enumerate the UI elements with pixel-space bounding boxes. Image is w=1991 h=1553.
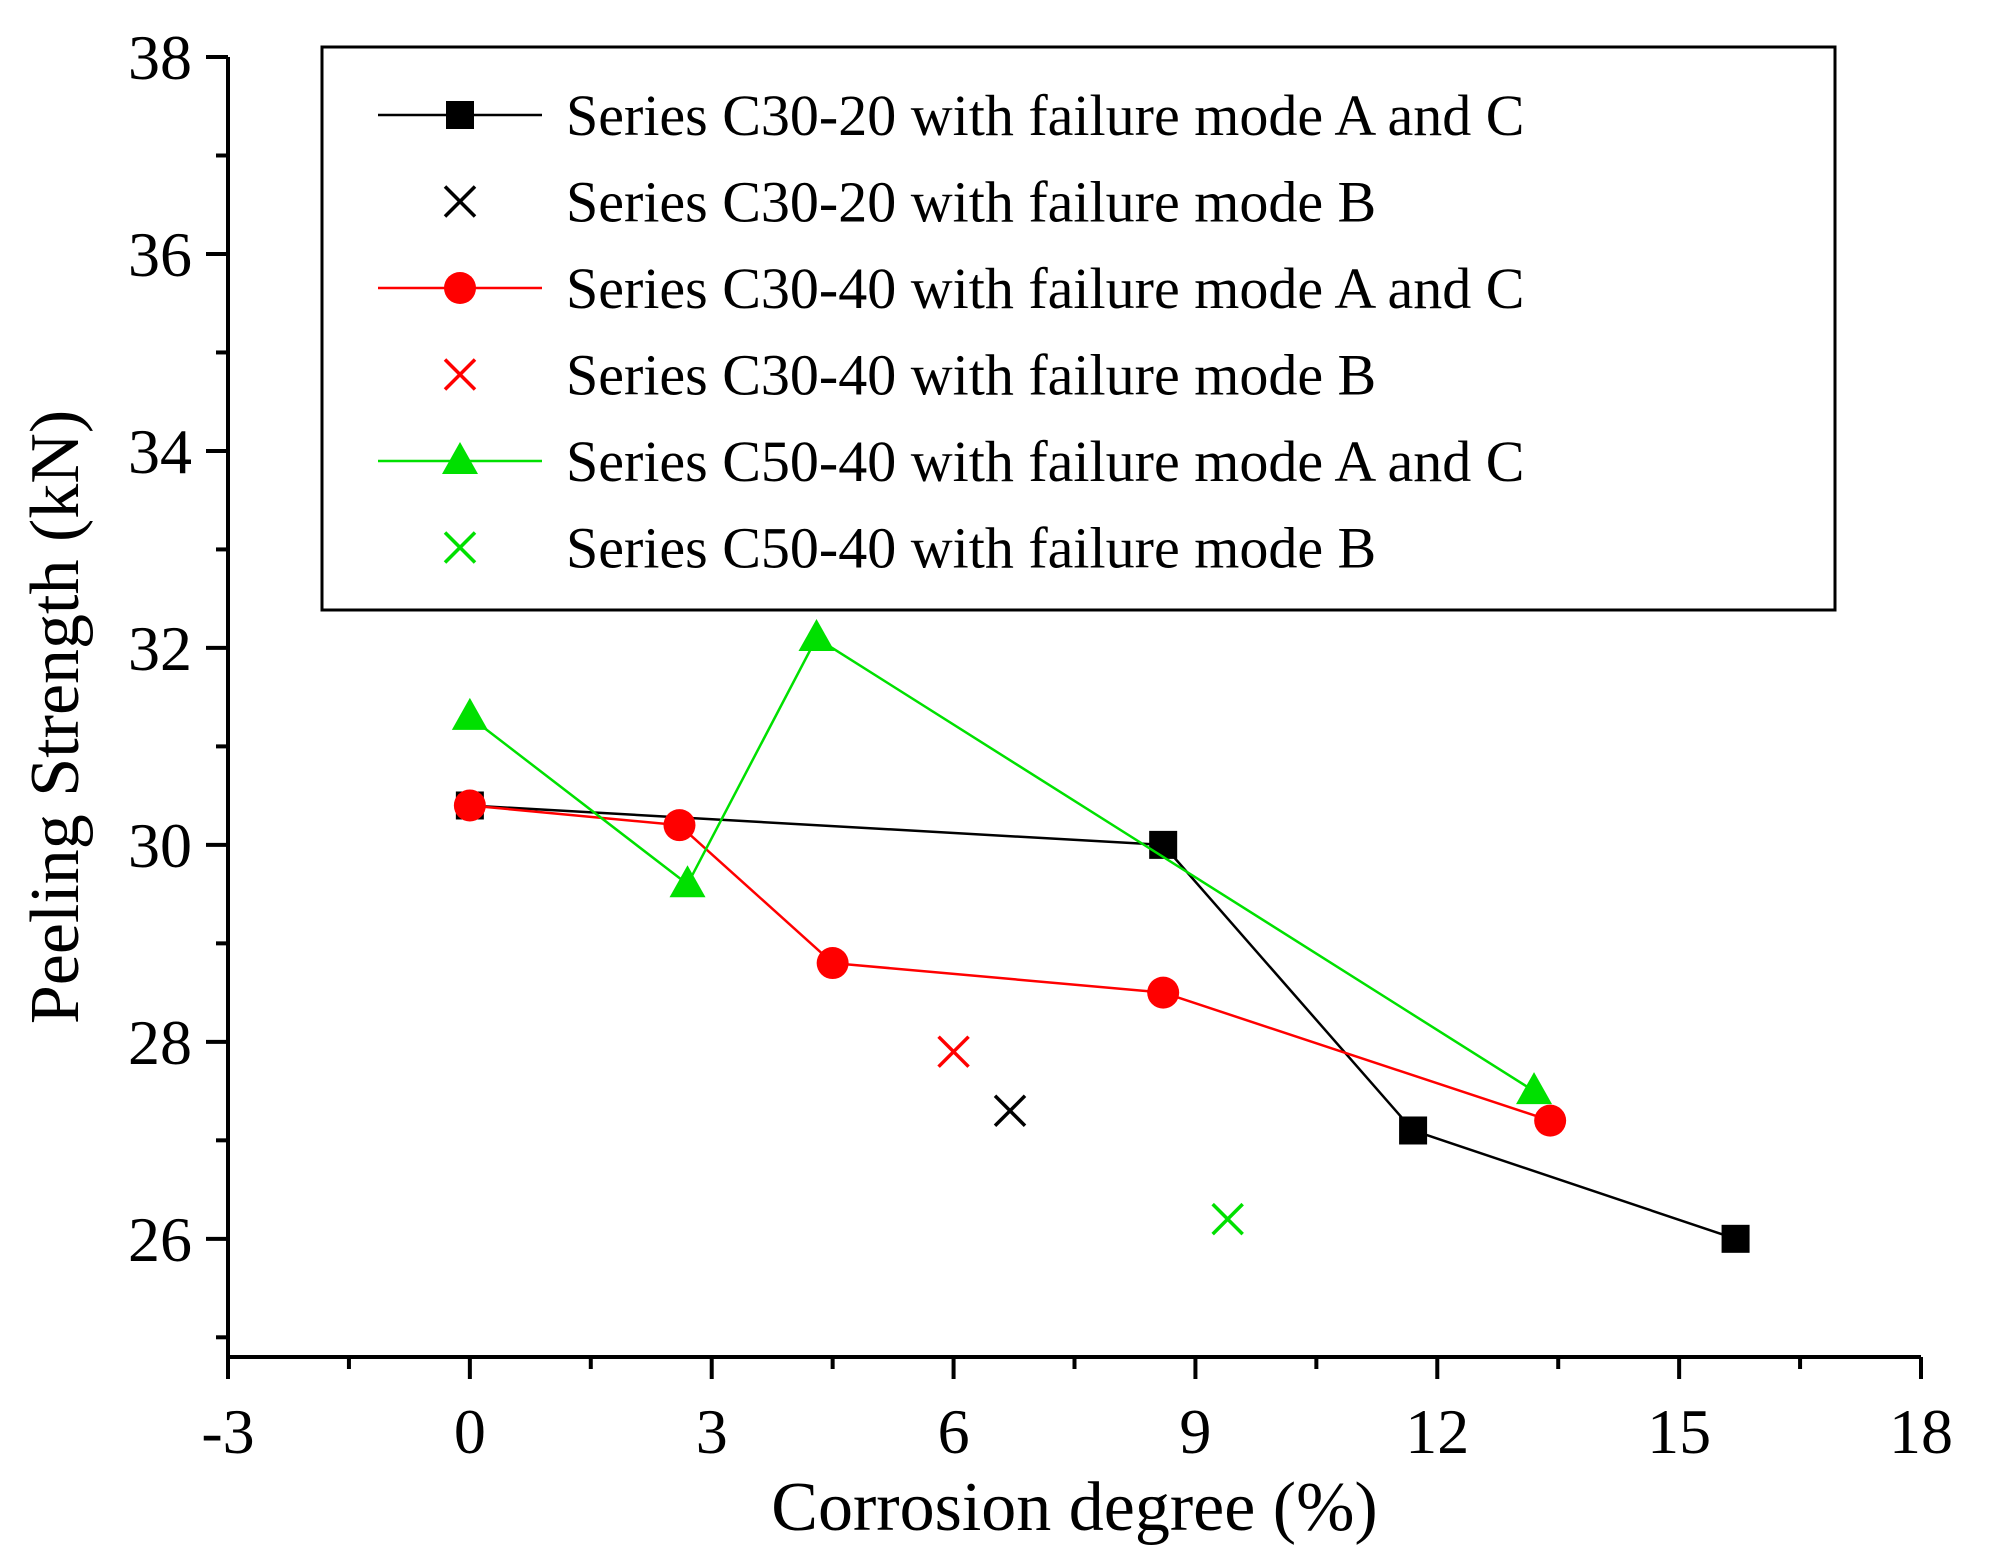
y-tick-label: 30 <box>128 810 192 881</box>
data-point <box>1399 1116 1428 1145</box>
x-axis-title: Corrosion degree (%) <box>771 1469 1377 1546</box>
series-1 <box>455 791 1750 1253</box>
legend-marker <box>442 442 478 474</box>
x-tick-label: -3 <box>201 1396 254 1467</box>
series-5 <box>451 619 1553 1105</box>
x-tick-label: 3 <box>696 1396 728 1467</box>
data-point <box>798 619 835 652</box>
data-point <box>669 865 706 898</box>
series-line <box>469 636 1535 1093</box>
y-tick-label: 36 <box>128 219 192 290</box>
series-6 <box>1211 1202 1244 1236</box>
x-tick-label: 18 <box>1889 1396 1953 1467</box>
data-point <box>1534 1104 1567 1137</box>
x-marker-stroke <box>443 185 477 218</box>
y-tick-label: 34 <box>128 416 192 487</box>
data-point <box>1516 1072 1553 1105</box>
legend-label: Series C30-20 with failure mode B <box>566 170 1376 235</box>
legend-marker <box>446 101 474 129</box>
series-2 <box>993 1094 1027 1128</box>
legend-entry: Series C30-40 with failure mode B <box>443 343 1376 408</box>
series-4 <box>937 1035 970 1068</box>
x-tick-label: 9 <box>1179 1396 1211 1467</box>
legend-entry: Series C30-20 with failure mode A and C <box>378 83 1524 148</box>
data-point <box>993 1094 1027 1128</box>
legend-marker <box>443 358 477 391</box>
legend-entry: Series C30-40 with failure mode A and C <box>378 256 1524 321</box>
legend-entry: Series C30-20 with failure mode B <box>443 170 1376 235</box>
data-point <box>453 789 486 822</box>
legend: Series C30-20 with failure mode A and C S… <box>320 45 1837 612</box>
legend-box <box>320 45 1837 612</box>
legend-label: Series C50-40 with failure mode A and C <box>566 429 1524 494</box>
legend-label: Series C30-40 with failure mode B <box>566 343 1376 408</box>
series-line <box>469 804 1551 1122</box>
x-tick-label: 6 <box>938 1396 970 1467</box>
x-tick-label: 15 <box>1647 1396 1711 1467</box>
legend-label: Series C50-40 with failure mode B <box>566 516 1376 581</box>
data-point <box>1149 830 1178 859</box>
legend-label: Series C30-40 with failure mode A and C <box>566 256 1524 321</box>
y-tick-label: 32 <box>128 613 192 684</box>
legend-marker <box>444 272 476 304</box>
x-tick-label: 0 <box>454 1396 486 1467</box>
data-point <box>1721 1224 1750 1253</box>
x-marker-stroke <box>937 1035 970 1068</box>
data-point <box>663 809 696 842</box>
y-tick-label: 28 <box>128 1007 192 1078</box>
x-marker-stroke <box>1211 1202 1244 1236</box>
x-tick-label: 12 <box>1405 1396 1469 1467</box>
plot-series <box>451 619 1750 1253</box>
series-3 <box>453 789 1567 1137</box>
data-point <box>1211 1202 1244 1236</box>
legend-marker <box>443 185 477 218</box>
data-point <box>451 697 488 730</box>
data-point <box>937 1035 970 1068</box>
x-marker-stroke <box>443 531 477 564</box>
legend-entry: Series C50-40 with failure mode B <box>443 516 1376 581</box>
legend-marker <box>443 531 477 564</box>
series-line <box>469 804 1736 1241</box>
legend-label: Series C30-20 with failure mode A and C <box>566 83 1524 148</box>
data-point <box>816 947 849 980</box>
legend-entry: Series C50-40 with failure mode A and C <box>378 429 1524 494</box>
x-marker-stroke <box>443 358 477 391</box>
y-tick-label: 38 <box>128 22 192 93</box>
y-axis-title: Peeling Strength (kN) <box>17 410 94 1024</box>
y-tick-label: 26 <box>128 1204 192 1275</box>
x-marker-stroke <box>993 1094 1027 1128</box>
data-point <box>1147 976 1180 1009</box>
